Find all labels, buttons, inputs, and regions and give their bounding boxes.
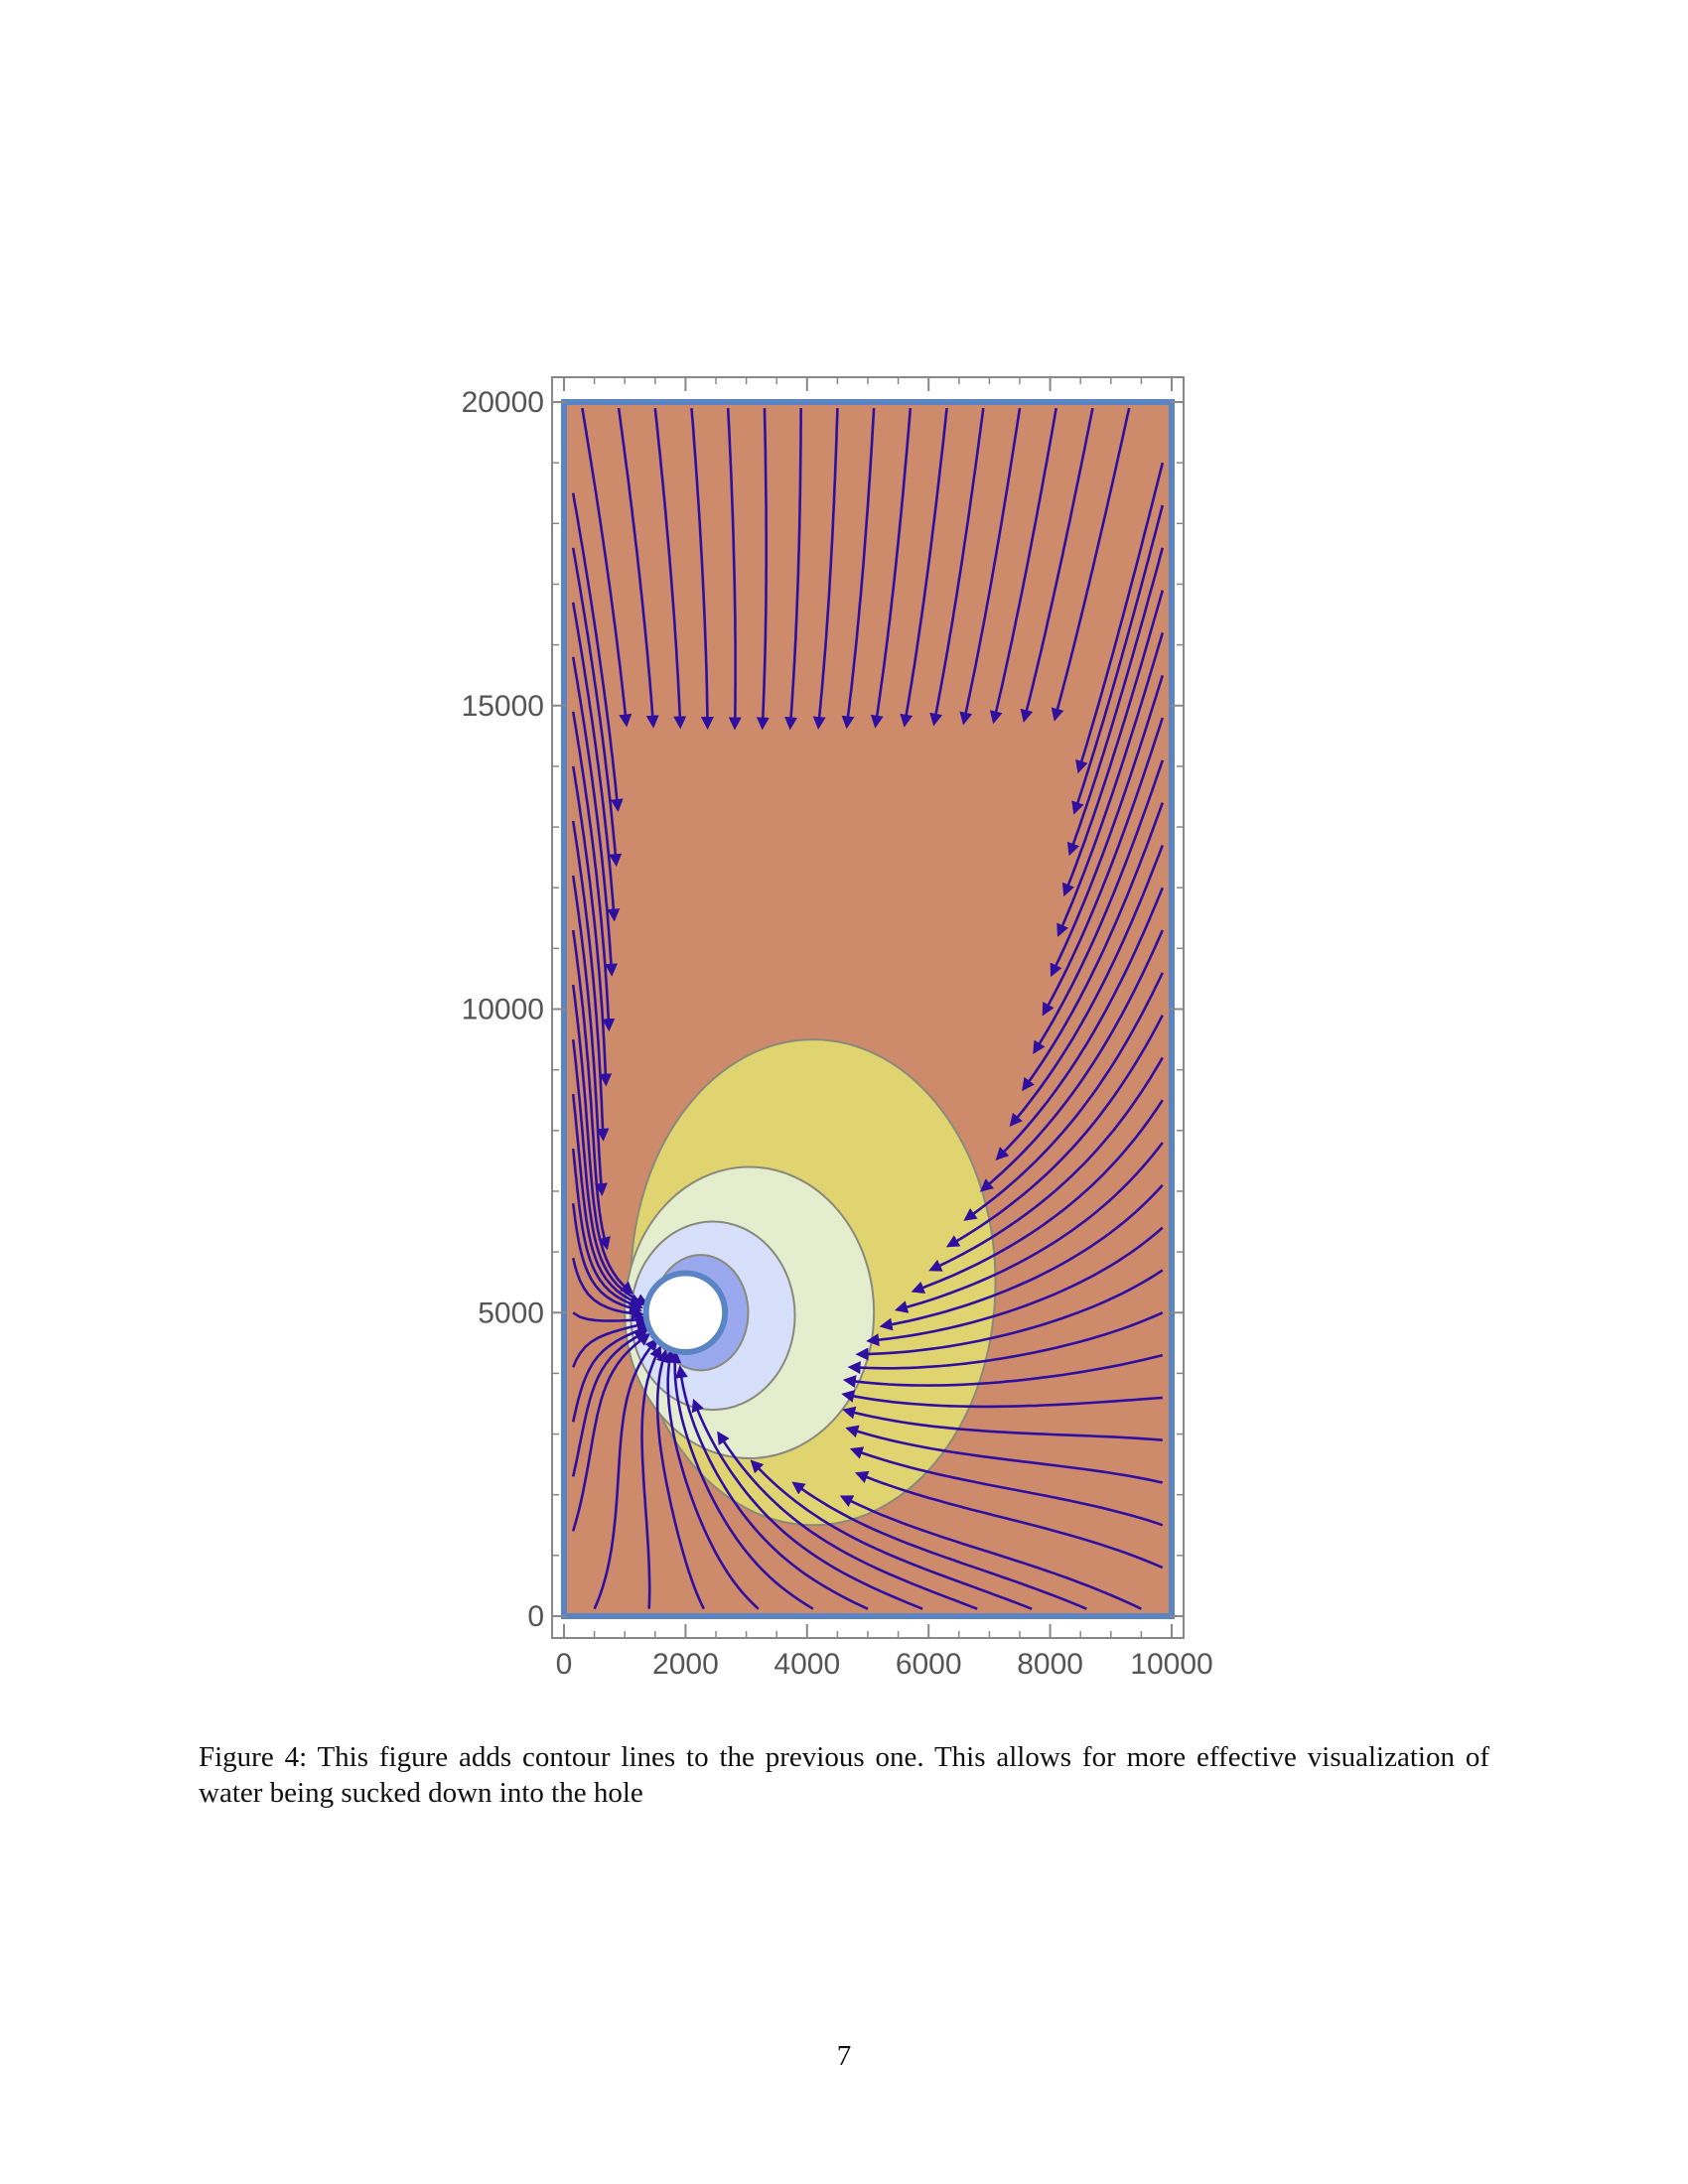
x-tick-label: 4000: [774, 1648, 840, 1681]
y-tick-label: 20000: [462, 386, 544, 419]
streamline: [571, 929, 611, 1251]
streamline: [812, 408, 839, 730]
streamline: [849, 1446, 1164, 1527]
streamline: [571, 765, 613, 1087]
streamline: [1020, 407, 1094, 724]
hole: [642, 1270, 729, 1355]
streamline: [841, 408, 876, 730]
streamline: [847, 1311, 1164, 1375]
streamline: [839, 1495, 1142, 1610]
streamline: [879, 1183, 1164, 1331]
streamline: [1009, 844, 1165, 1127]
streamline: [963, 972, 1164, 1221]
streamline: [756, 408, 770, 731]
streamline: [989, 407, 1057, 725]
streamline: [866, 1226, 1164, 1347]
y-tick-label: 10000: [462, 994, 544, 1026]
streamline: [1050, 674, 1165, 978]
streamline: [571, 820, 610, 1142]
streamline: [571, 547, 623, 868]
streamline: [911, 1099, 1164, 1295]
y-tick-label: 0: [527, 1600, 544, 1633]
streamline: [571, 1203, 642, 1314]
streamline: [593, 1337, 658, 1610]
streamline: [995, 887, 1165, 1160]
page-number: 7: [836, 2040, 852, 2072]
streamline: [572, 1318, 650, 1368]
streamline: [842, 1353, 1164, 1388]
streamline: [571, 492, 624, 812]
streamline: [571, 1148, 644, 1310]
streamline: [854, 1470, 1164, 1570]
figure-caption: Figure 4: This figure adds contour lines…: [199, 1741, 1489, 1809]
x-tick-label: 0: [556, 1648, 573, 1681]
streamline: [571, 602, 621, 922]
x-tick-label: 2000: [652, 1648, 719, 1681]
streamline: [668, 1350, 814, 1610]
streamline: [571, 711, 616, 1032]
streamline: [655, 1349, 705, 1610]
streamline: [1061, 590, 1165, 897]
streamline: [571, 1324, 651, 1423]
streamline: [571, 875, 608, 1196]
streamline: [959, 407, 1022, 726]
streamline: [900, 407, 948, 728]
streamline: [617, 407, 659, 729]
streamline: [717, 1431, 978, 1610]
y-tick-label: 15000: [462, 690, 544, 723]
streamline: [674, 1364, 869, 1610]
streamline: [845, 1425, 1164, 1484]
contour-regions: [564, 402, 1172, 1616]
streamline: [784, 408, 802, 731]
streamline: [571, 1038, 649, 1306]
hole-layer: [642, 1270, 729, 1355]
streamline: [791, 1481, 1087, 1610]
streamline: [841, 1390, 1163, 1409]
streamline: [1051, 407, 1131, 722]
streamline: [1056, 632, 1165, 937]
streamline: [726, 408, 742, 731]
x-tick-label: 8000: [1017, 1648, 1083, 1681]
streamline: [870, 408, 913, 729]
x-tick-label: 6000: [896, 1648, 962, 1681]
streamline: [928, 1056, 1164, 1272]
streamline: [842, 1406, 1163, 1441]
streamline: [690, 408, 714, 731]
streamline: [894, 1142, 1164, 1313]
axes: 0 2000 4000 6000 8000 10000 0 5000 10000 15000 200…: [462, 377, 1213, 1681]
streamline: [571, 656, 618, 977]
streamline: [1071, 504, 1165, 815]
streamline: [653, 407, 687, 730]
streamline: [750, 1459, 1033, 1610]
streamline: [1033, 759, 1165, 1055]
streamline: [571, 1332, 651, 1532]
streamline: [572, 1311, 649, 1326]
streamline: [855, 1269, 1164, 1361]
streamline: [1022, 802, 1165, 1092]
streamline: [571, 1330, 648, 1477]
streamline: [929, 407, 985, 727]
streamline: [571, 984, 634, 1296]
streamline-contour-plot: 0 2000 4000 6000 8000 10000 0 5000 10000 15000 200…: [462, 376, 1213, 1681]
streamline: [581, 407, 633, 728]
streamline: [571, 1093, 643, 1306]
streamline: [691, 1398, 923, 1610]
streamline: [571, 1257, 645, 1320]
streamlines: [571, 407, 1165, 1610]
streamline: [662, 1349, 760, 1610]
streamline: [945, 1014, 1164, 1248]
x-tick-label: 10000: [1130, 1648, 1212, 1681]
streamline: [979, 929, 1164, 1192]
y-tick-label: 5000: [478, 1297, 544, 1329]
streamline: [1075, 462, 1165, 774]
streamline: [1066, 547, 1165, 857]
streamline: [640, 1345, 662, 1609]
streamline: [1042, 717, 1165, 1017]
